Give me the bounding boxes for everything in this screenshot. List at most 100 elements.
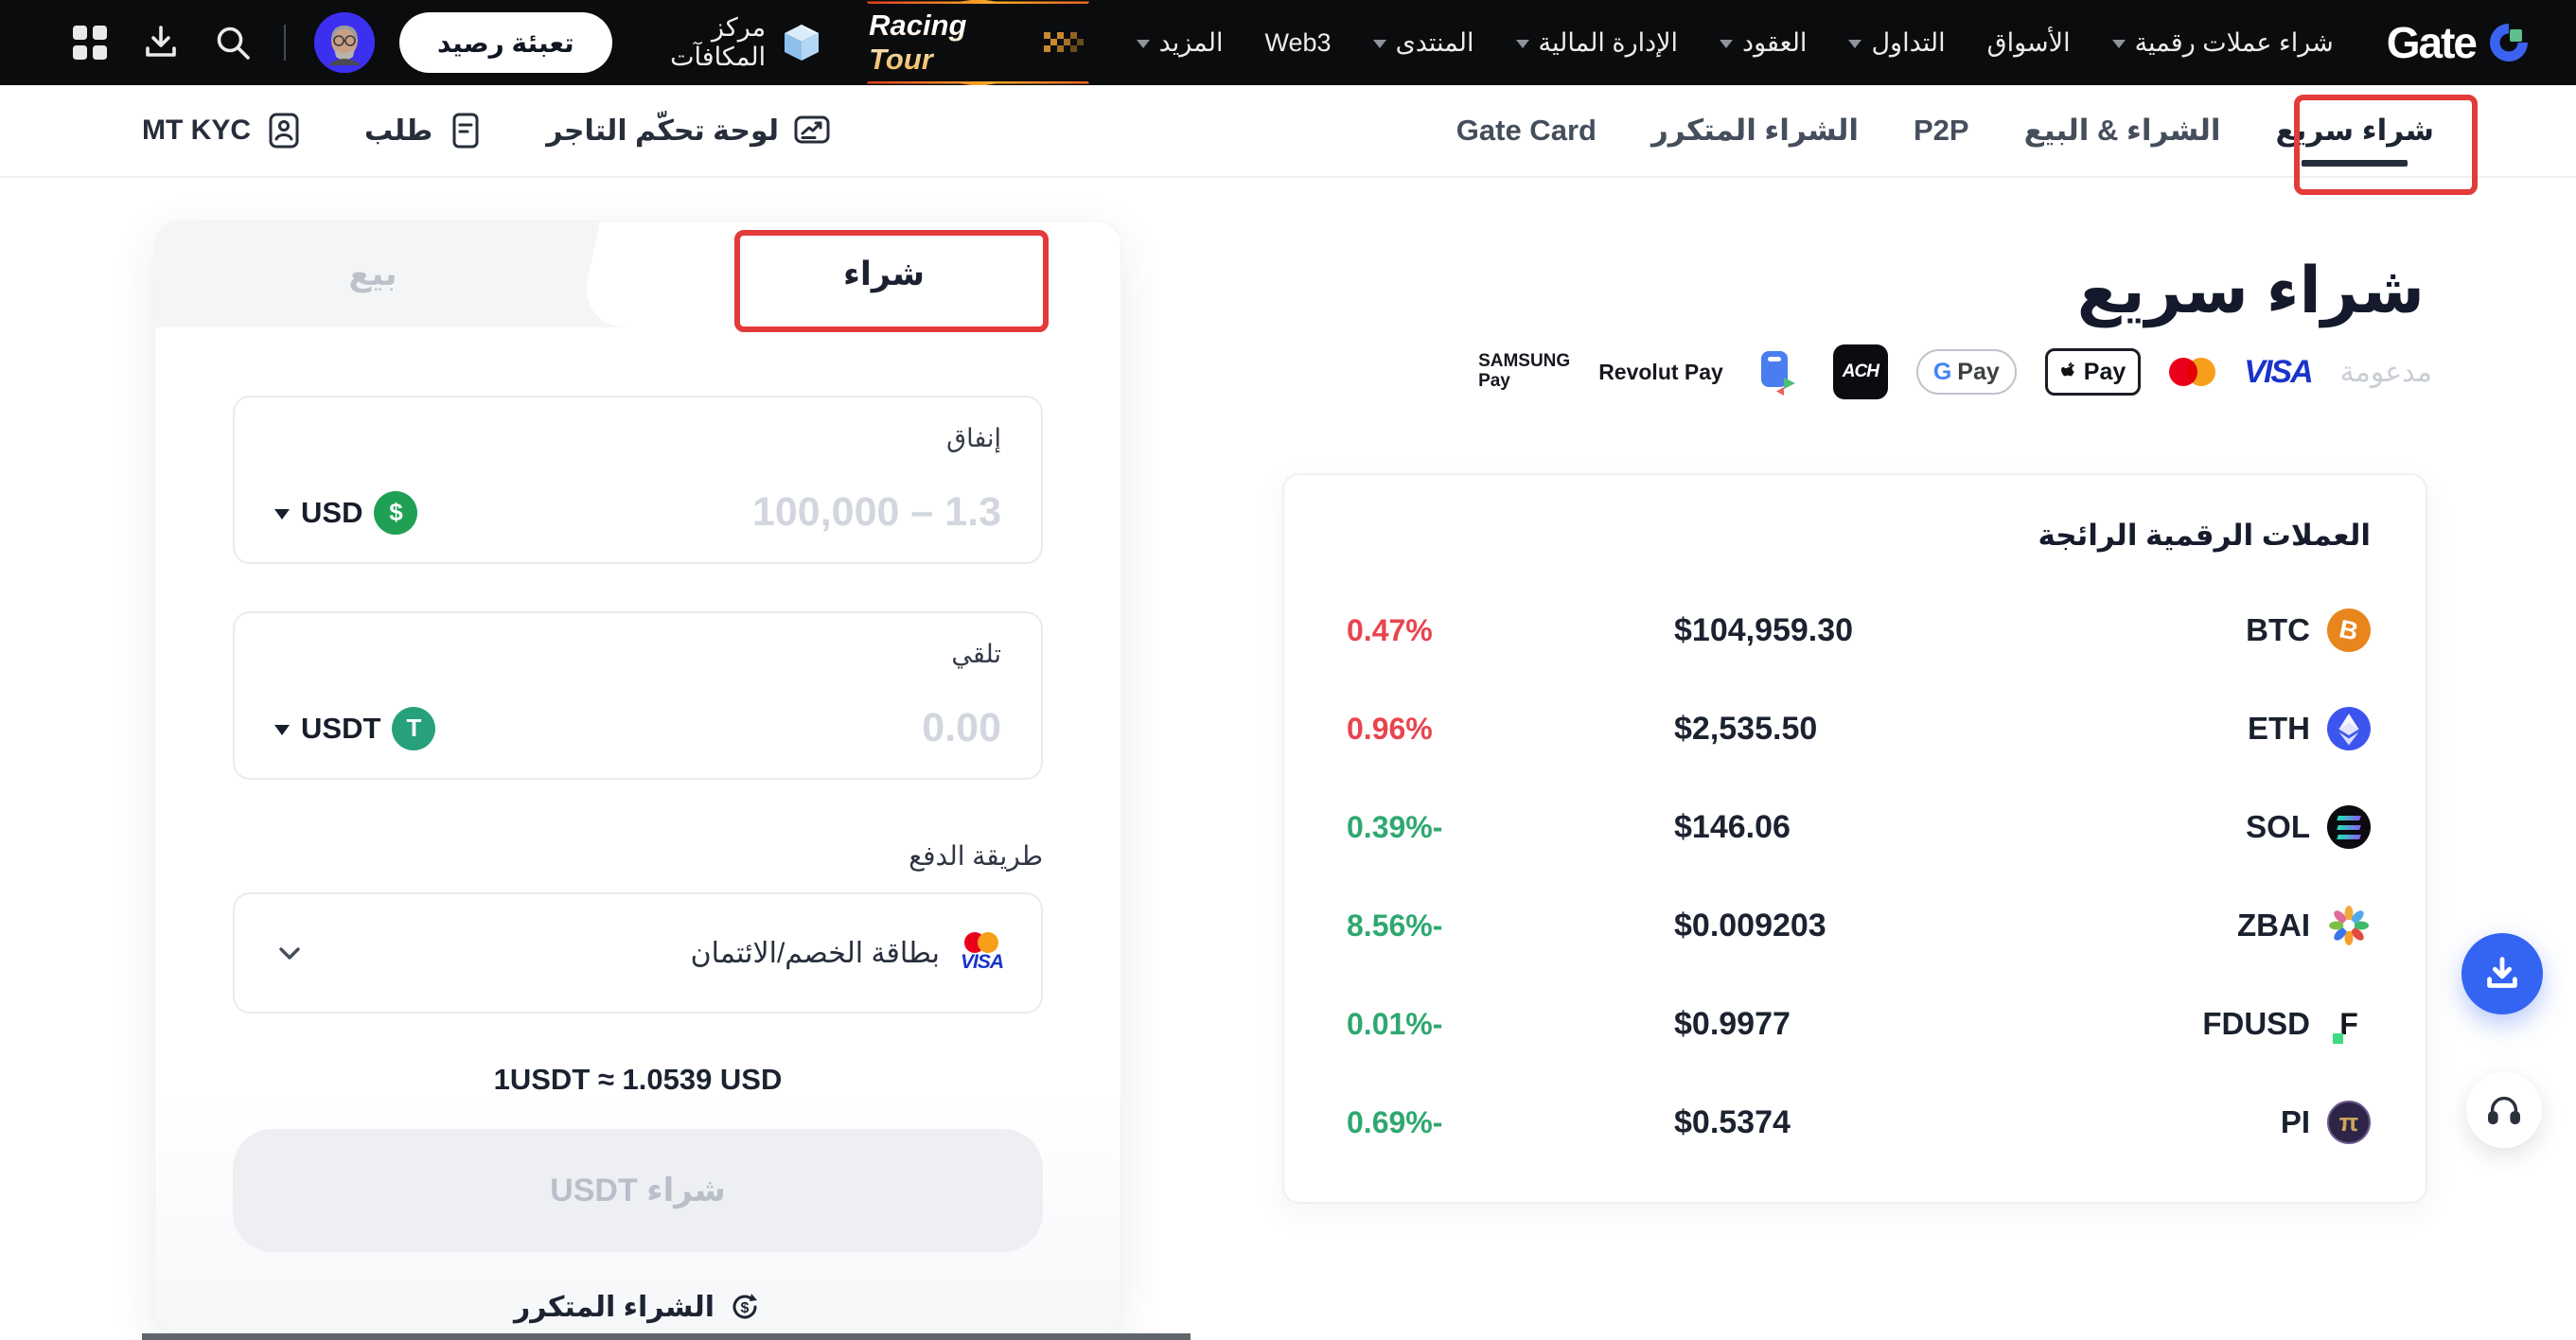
crypto-row-sol[interactable]: SOL $146.06 0.39%- xyxy=(1339,778,2371,876)
coin-change: 0.69%- xyxy=(1347,1104,1443,1139)
primary-nav: شراء عملات رقمية الأسواق التداول العقود … xyxy=(1136,27,2334,58)
widget-body: إنفاق 100,000 – 1.3 $ USD تلقي 0.00 T US… xyxy=(155,396,1120,1324)
coin-symbol: SOL xyxy=(2246,809,2310,844)
coin-cell: F FDUSD xyxy=(2202,1002,2371,1046)
coin-symbol: PI xyxy=(2280,1104,2310,1139)
tab-gate-card[interactable]: Gate Card xyxy=(1456,114,1597,147)
nav-item-trade[interactable]: التداول xyxy=(1848,28,1946,58)
apps-grid-icon[interactable] xyxy=(68,21,112,64)
buy-submit-button[interactable]: شراء USDT xyxy=(233,1129,1043,1252)
merchant-dashboard-icon xyxy=(792,111,832,150)
spend-currency-selector[interactable]: $ USD xyxy=(274,490,418,535)
page-title: شراء سريع xyxy=(2076,254,2425,326)
popular-crypto-title: العملات الرقمية الرائجة xyxy=(2038,519,2371,552)
gate-logo[interactable]: Gate xyxy=(2387,17,2534,68)
tab-buy-and-sell[interactable]: الشراء & البيع xyxy=(2023,114,2221,147)
samsung-pay-logo: SAMSUNG Pay xyxy=(1478,351,1571,391)
crypto-row-btc[interactable]: B BTC $104,959.30 0.47% xyxy=(1339,581,2371,679)
id-card-icon xyxy=(264,111,304,150)
crypto-row-eth[interactable]: ETH $2,535.50 0.96% xyxy=(1339,679,2371,778)
chevron-down-icon xyxy=(274,508,290,527)
coin-symbol: ETH xyxy=(2248,711,2310,746)
chevron-down-icon xyxy=(1372,39,1386,55)
tab-recurring-buy[interactable]: الشراء المتكرر xyxy=(1650,114,1859,147)
exchange-rate: 1USDT ≈ 1.0539 USD xyxy=(493,1063,783,1096)
tab-quick-buy[interactable]: شراء سريع xyxy=(2276,85,2434,176)
merchant-dashboard-link[interactable]: لوحة تحكّم التاجر xyxy=(546,111,832,150)
coin-cell: B BTC xyxy=(2246,608,2371,652)
nav-item-futures[interactable]: العقود xyxy=(1720,28,1807,58)
buy-sell-tabs: شراء سريع الشراء & البيع P2P الشراء المت… xyxy=(1456,85,2434,176)
chevron-down-icon xyxy=(1848,39,1862,55)
gift-box-icon xyxy=(778,19,825,66)
receive-currency-code: USDT xyxy=(301,711,381,745)
receive-amount-input[interactable]: 0.00 xyxy=(922,705,1001,750)
apple-pay-logo: Pay xyxy=(2044,348,2142,396)
mastercard-logo xyxy=(964,932,999,953)
receive-currency-selector[interactable]: T USDT xyxy=(274,706,436,750)
racing-tour-banner[interactable]: Racing Tour xyxy=(863,0,1092,86)
support-headset-fab[interactable] xyxy=(2466,1072,2542,1148)
coin-cell: ZBAI xyxy=(2237,904,2371,947)
tab-p2p[interactable]: P2P xyxy=(1914,114,1969,147)
btc-icon: B xyxy=(2327,608,2371,652)
nav-item-web3[interactable]: Web3 xyxy=(1264,27,1332,57)
usd-coin-icon: $ xyxy=(374,490,418,535)
spend-currency-code: USD xyxy=(301,495,363,529)
chevron-down-icon xyxy=(274,724,290,743)
quick-buy-widget: بيع شراء إنفاق 100,000 – 1.3 $ USD تلقي … xyxy=(154,220,1121,1334)
coin-change: 0.01%- xyxy=(1347,1006,1443,1041)
chevron-down-icon xyxy=(2111,39,2126,55)
crypto-row-zbai[interactable]: ZBAI $0.009203 8.56%- xyxy=(1339,876,2371,975)
secondary-navigation: شراء سريع الشراء & البيع P2P الشراء المت… xyxy=(0,85,2576,178)
order-link[interactable]: طلب xyxy=(364,111,485,150)
topbar-divider xyxy=(284,25,286,61)
coin-change: 0.47% xyxy=(1347,612,1433,647)
nav-item-more[interactable]: المزيد xyxy=(1136,28,1224,58)
sol-icon xyxy=(2327,805,2371,849)
user-avatar[interactable] xyxy=(313,12,375,73)
nav-item-finance[interactable]: الإدارة المالية xyxy=(1515,28,1678,58)
download-app-icon[interactable] xyxy=(138,20,184,65)
receive-label: تلقي xyxy=(951,640,1001,668)
recurring-buy-link[interactable]: $ الشراء المتكرر xyxy=(233,1290,1043,1324)
spend-label: إنفاق xyxy=(946,424,1001,452)
chevron-down-icon xyxy=(1720,39,1734,55)
widget-tab-sell[interactable]: بيع xyxy=(348,256,397,292)
recurring-dollar-icon: $ xyxy=(728,1290,762,1324)
usdt-coin-icon: T xyxy=(392,706,436,750)
coin-cell: π PI xyxy=(2281,1101,2371,1144)
supported-payments-row: مدعومة VISA Pay G Pay ACH Revolut Pay SA… xyxy=(1478,344,2432,399)
eth-icon xyxy=(2327,707,2371,750)
bank-transfer-icon xyxy=(1752,345,1805,398)
brand-name: Gate xyxy=(2386,18,2478,67)
mt-kyc-link[interactable]: MT KYC xyxy=(142,111,304,150)
rewards-hub-link[interactable]: مركز المكافآت xyxy=(612,13,825,72)
receive-field: تلقي 0.00 T USDT xyxy=(233,611,1043,780)
coin-cell: ETH xyxy=(2248,707,2371,750)
payment-method-select[interactable]: VISA بطاقة الخصم/الائتمان xyxy=(233,892,1043,1014)
spend-amount-input[interactable]: 100,000 – 1.3 xyxy=(751,489,1001,535)
coin-price: $146.06 xyxy=(1674,808,1791,845)
coin-cell: SOL xyxy=(2246,805,2371,849)
visa-logo: VISA xyxy=(2244,353,2313,390)
nav-item-buy-crypto[interactable]: شراء عملات رقمية xyxy=(2111,28,2334,58)
visa-logo: VISA xyxy=(960,951,1004,973)
widget-tab-buy[interactable]: شراء xyxy=(842,256,926,292)
payment-method-value: بطاقة الخصم/الائتمان xyxy=(690,937,940,969)
subnav-links: لوحة تحكّم التاجر طلب MT KYC xyxy=(142,111,832,150)
card-logos: VISA xyxy=(960,932,1004,974)
google-pay-logo: G Pay xyxy=(1915,349,2017,395)
chevron-down-icon xyxy=(1136,39,1150,55)
nav-item-community[interactable]: المنتدى xyxy=(1372,28,1474,58)
coin-change: 0.96% xyxy=(1347,711,1433,746)
mastercard-logo xyxy=(2169,358,2216,386)
top-up-balance-button[interactable]: تعبئة رصيد xyxy=(398,12,612,73)
crypto-row-pi[interactable]: π PI $0.5374 0.69%- xyxy=(1339,1073,2371,1172)
nav-item-markets[interactable]: الأسواق xyxy=(1986,27,2071,57)
search-icon[interactable] xyxy=(210,20,256,65)
payment-method-label: طريقة الدفع xyxy=(909,841,1043,871)
download-app-fab[interactable] xyxy=(2461,933,2543,1014)
crypto-row-fdusd[interactable]: F FDUSD $0.9977 0.01%- xyxy=(1339,975,2371,1073)
